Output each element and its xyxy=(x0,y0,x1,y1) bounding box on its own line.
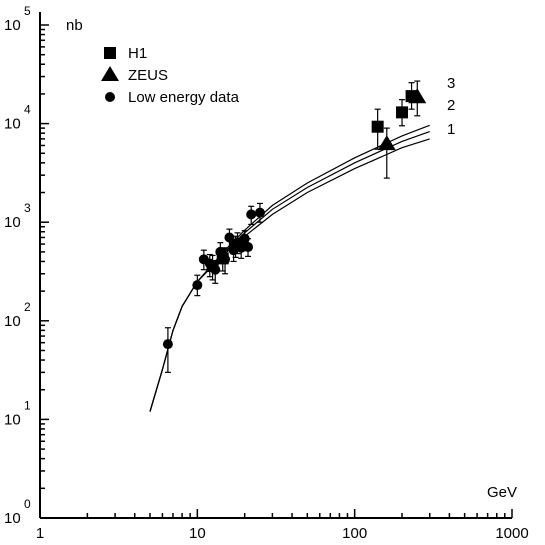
legend-label: H1 xyxy=(128,45,147,62)
data-point-square xyxy=(216,252,229,265)
y-tick-label-base: 10 xyxy=(4,510,21,527)
data-point-circle xyxy=(254,207,265,218)
data-point-circle xyxy=(192,280,203,291)
y-tick-label-base: 10 xyxy=(4,214,21,231)
legend-label: Low energy data xyxy=(128,89,240,106)
x-tick-label: 1 xyxy=(36,525,44,542)
curve-label-3: 3 xyxy=(447,75,455,92)
data-point-square xyxy=(229,239,242,252)
data-point-circle xyxy=(239,233,250,244)
model-curve-2 xyxy=(149,131,430,412)
y-tick-label-base: 10 xyxy=(4,17,21,34)
x-tick-label: 100 xyxy=(342,525,367,542)
data-point-circle xyxy=(246,209,257,220)
x-axis-label: GeV xyxy=(487,484,517,501)
legend: H1 ZEUS Low energy data xyxy=(101,45,240,106)
y-tick-label-exponent: 2 xyxy=(24,300,31,314)
data-point-triangle xyxy=(377,135,396,151)
data-point-triangle xyxy=(408,88,427,104)
data-point-square xyxy=(371,120,384,133)
model-curve-3 xyxy=(149,124,430,412)
axes xyxy=(39,12,512,519)
model-curves: 1 2 3 xyxy=(149,75,455,412)
x-tick-label: 10 xyxy=(189,525,206,542)
y-axis-label: nb xyxy=(66,17,83,34)
legend-marker-triangle xyxy=(101,66,119,81)
data-point-square xyxy=(206,259,219,272)
y-tick-label-exponent: 5 xyxy=(24,4,31,18)
x-tick-label: 1000 xyxy=(495,525,528,542)
y-tick-label-base: 10 xyxy=(4,411,21,428)
legend-marker-circle xyxy=(105,92,115,102)
data-point-square xyxy=(396,106,409,119)
y-tick-label-base: 10 xyxy=(4,313,21,330)
data-points xyxy=(162,80,427,373)
model-curve-1 xyxy=(149,138,430,412)
legend-marker-square xyxy=(104,47,116,59)
data-point-circle xyxy=(162,339,173,350)
legend-label: ZEUS xyxy=(128,67,168,84)
y-tick-label-exponent: 0 xyxy=(24,497,31,511)
curve-label-2: 2 xyxy=(447,97,455,114)
curve-label-1: 1 xyxy=(447,121,455,138)
y-tick-label-base: 10 xyxy=(4,116,21,133)
data-point-circle xyxy=(243,242,254,253)
y-tick-label-exponent: 1 xyxy=(24,398,31,412)
y-tick-label-exponent: 4 xyxy=(24,103,31,117)
y-tick-label-exponent: 3 xyxy=(24,201,31,215)
